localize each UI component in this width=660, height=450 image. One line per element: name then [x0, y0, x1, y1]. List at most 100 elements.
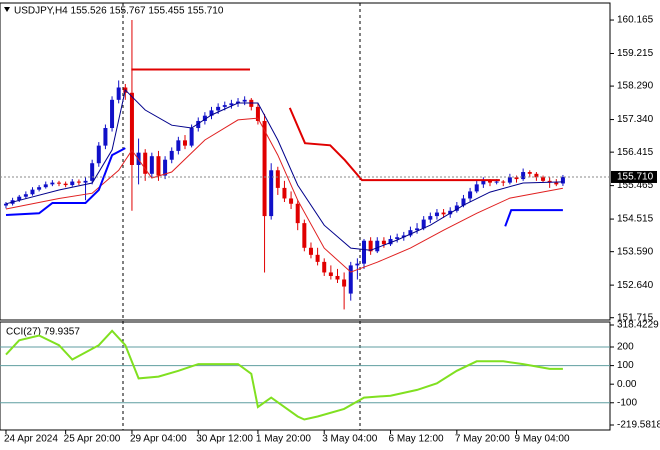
y-tick-label: 155.465 — [617, 180, 654, 191]
candle-body — [401, 235, 406, 238]
candle-body — [461, 198, 466, 206]
y-tick-label: 151.715 — [617, 312, 654, 323]
candle-body — [229, 103, 234, 106]
candle-body — [282, 187, 287, 199]
candle-body — [189, 128, 194, 146]
candle-body — [481, 180, 486, 185]
candle-body — [487, 180, 492, 183]
indicator-line — [5, 117, 563, 273]
candle-body — [448, 210, 453, 215]
candle-body — [163, 159, 168, 176]
candle-body — [547, 180, 552, 183]
candle-body — [381, 240, 386, 245]
x-tick-label: 25 Apr 20:00 — [64, 434, 121, 445]
candle-body — [63, 183, 68, 186]
candle-body — [83, 180, 88, 183]
candle-body — [560, 176, 565, 184]
y-tick-label: 157.340 — [617, 114, 654, 125]
candle-body — [30, 189, 35, 195]
candle-body — [110, 99, 115, 129]
candle-body — [554, 182, 559, 185]
candle-body — [474, 184, 479, 192]
candle-body — [202, 115, 207, 121]
candle-body — [335, 275, 340, 280]
candle-body — [96, 145, 101, 164]
candle-body — [209, 110, 214, 116]
last-price-box — [611, 170, 657, 183]
candle-body — [295, 203, 300, 224]
candle-body — [421, 219, 426, 229]
y-tick-label: 0.00 — [617, 379, 637, 390]
x-tick-label: 1 May 20:00 — [256, 434, 311, 445]
candle-body — [90, 163, 95, 181]
candle-body — [182, 140, 187, 146]
candle-body — [501, 181, 506, 183]
candle-body — [37, 187, 42, 190]
chart-title: USDJPY,H4 155.526 155.767 155.455 155.71… — [14, 6, 224, 17]
candle-body — [57, 182, 62, 184]
x-tick-label: 29 Apr 04:00 — [130, 434, 187, 445]
cci-title: CCI(27) 79.9357 — [6, 327, 80, 338]
candle-body — [507, 177, 512, 183]
candle-body — [348, 265, 353, 294]
candle-body — [368, 240, 373, 252]
y-tick-label: 318.4229 — [617, 320, 659, 331]
cci-panel — [0, 321, 611, 431]
candle-body — [23, 194, 28, 197]
candle-body — [156, 156, 161, 176]
y-tick-label: -100 — [617, 397, 637, 408]
candle-body — [315, 254, 320, 262]
y-tick-label: 156.415 — [617, 147, 654, 158]
price-panel — [0, 2, 611, 321]
y-tick-label: 154.515 — [617, 214, 654, 225]
candle-body — [527, 172, 532, 174]
y-tick-label: 153.590 — [617, 246, 654, 257]
candle-body — [468, 191, 473, 199]
candle-body — [494, 181, 499, 183]
candle-body — [408, 230, 413, 236]
candle-body — [236, 101, 241, 104]
indicator-line — [5, 329, 563, 421]
candle-body — [262, 120, 267, 217]
candle-body — [149, 156, 154, 174]
candle-body — [103, 128, 108, 146]
candle-body — [169, 150, 174, 160]
candle-body — [275, 170, 280, 188]
candle-body — [129, 92, 134, 165]
candle-body — [534, 173, 539, 178]
candle-body — [17, 196, 22, 201]
candle-body — [196, 120, 201, 129]
candle-body — [355, 263, 360, 266]
x-tick-label: 3 May 04:00 — [322, 434, 377, 445]
candle-body — [43, 184, 48, 188]
x-tick-label: 7 May 20:00 — [455, 434, 510, 445]
indicator-line — [131, 68, 500, 182]
candle-body — [3, 203, 8, 206]
y-tick-label: 152.640 — [617, 280, 654, 291]
x-tick-label: 9 May 04:00 — [515, 434, 570, 445]
candle-body — [388, 238, 393, 245]
candle-body — [395, 237, 400, 239]
candle-body — [50, 182, 55, 185]
candle-body — [143, 152, 148, 174]
candle-body — [454, 205, 459, 211]
menu-icon — [4, 7, 10, 12]
candle-body — [441, 212, 446, 215]
candle-body — [434, 212, 439, 217]
candle-body — [342, 279, 347, 287]
candle-body — [176, 140, 181, 151]
candle-body — [308, 247, 313, 255]
candle-body — [415, 228, 420, 231]
candle-body — [242, 99, 247, 102]
x-tick-label: 6 May 12:00 — [389, 434, 444, 445]
candle-body — [70, 181, 75, 186]
candle-body — [116, 87, 121, 100]
y-tick-label: 160.165 — [617, 15, 654, 26]
candle-body — [328, 272, 333, 276]
candle-body — [375, 240, 380, 252]
y-tick-label: 159.215 — [617, 48, 654, 59]
indicator-line — [5, 147, 563, 227]
x-tick-label: 30 Apr 12:00 — [196, 434, 253, 445]
candle-body — [269, 170, 274, 217]
